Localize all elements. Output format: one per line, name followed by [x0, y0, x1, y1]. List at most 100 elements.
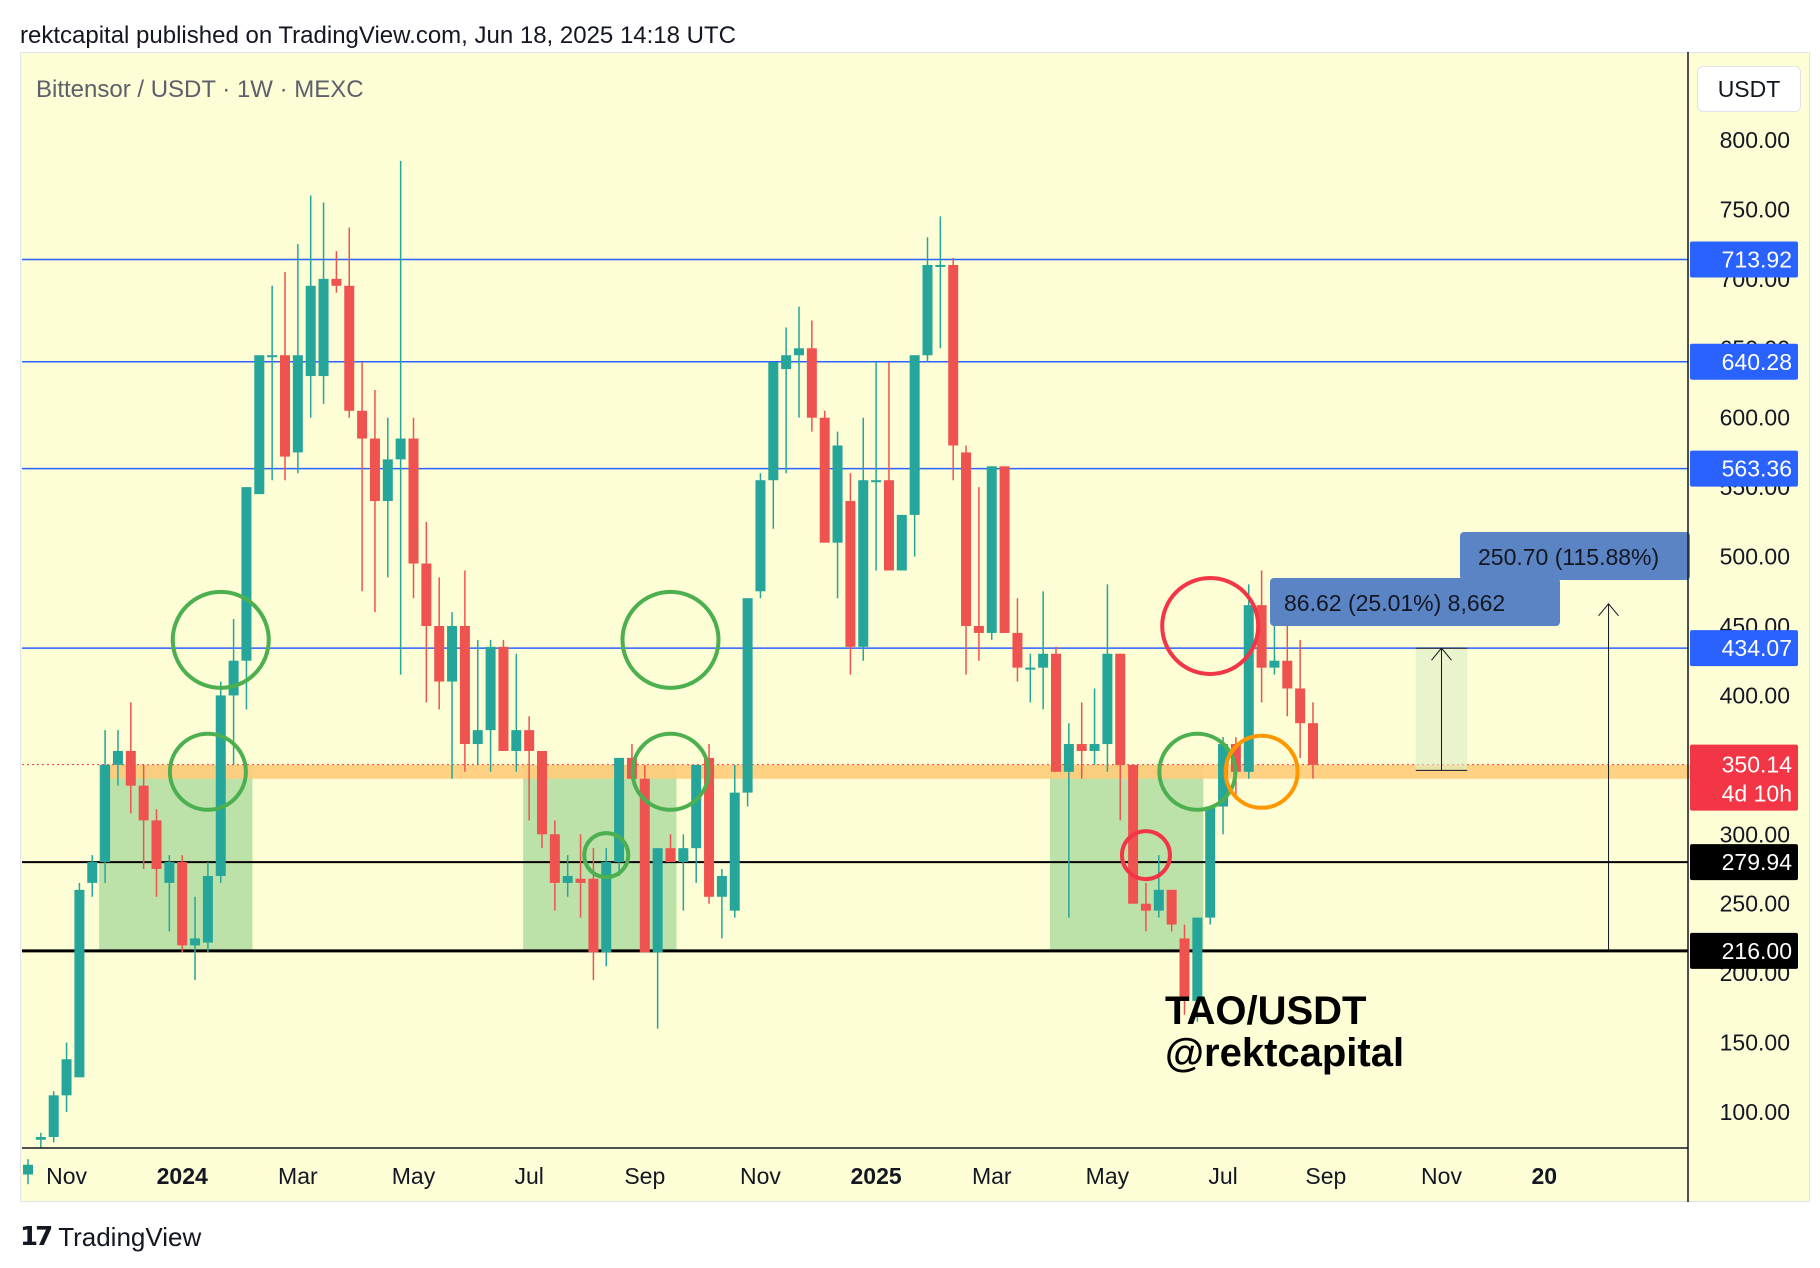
candle-body[interactable]: [267, 355, 278, 358]
candle-body[interactable]: [459, 626, 470, 745]
candle-body[interactable]: [190, 938, 201, 946]
candle-body[interactable]: [1153, 889, 1164, 911]
candle-body[interactable]: [202, 875, 213, 943]
currency-badge[interactable]: USDT: [1697, 66, 1801, 112]
candle-body[interactable]: [1076, 744, 1087, 751]
candle-body[interactable]: [1179, 938, 1190, 1001]
candle-body[interactable]: [691, 764, 702, 849]
level-tag-1[interactable]: [1690, 343, 1798, 380]
candle-body[interactable]: [742, 598, 753, 793]
candle-body[interactable]: [768, 362, 779, 481]
candle-body[interactable]: [35, 1136, 46, 1140]
candle-body[interactable]: [678, 848, 689, 863]
candle-body[interactable]: [215, 695, 226, 876]
candle-body[interactable]: [883, 480, 894, 571]
candle-body[interactable]: [254, 355, 265, 495]
candle-body[interactable]: [909, 355, 920, 515]
candle-body[interactable]: [125, 750, 136, 786]
candle-body[interactable]: [1282, 660, 1293, 689]
candle-body[interactable]: [1166, 889, 1177, 925]
measure-label-box-0[interactable]: [1270, 578, 1560, 626]
last-price-tag[interactable]: [1690, 744, 1798, 811]
candle-body[interactable]: [935, 264, 946, 267]
candle-body[interactable]: [100, 764, 111, 863]
candle-body[interactable]: [1230, 744, 1241, 772]
candle-body[interactable]: [408, 438, 419, 564]
candle-body[interactable]: [1269, 660, 1280, 668]
candle-body[interactable]: [716, 875, 727, 897]
candle-body[interactable]: [948, 264, 959, 446]
candle-body[interactable]: [1256, 605, 1267, 668]
candle-body[interactable]: [999, 466, 1010, 633]
candle-body[interactable]: [704, 757, 715, 897]
candle-body[interactable]: [1140, 903, 1151, 911]
candle-body[interactable]: [1192, 917, 1203, 1001]
candle-body[interactable]: [537, 750, 547, 835]
candle-body[interactable]: [986, 466, 997, 633]
candle-body[interactable]: [614, 757, 625, 863]
candle-body[interactable]: [1102, 653, 1113, 745]
candle-body[interactable]: [485, 646, 496, 731]
candle-body[interactable]: [1089, 744, 1100, 751]
candle-body[interactable]: [241, 487, 252, 661]
candle-body[interactable]: [61, 1059, 72, 1096]
candle-body[interactable]: [23, 1164, 33, 1175]
candle-body[interactable]: [819, 417, 830, 543]
candle-body[interactable]: [922, 264, 933, 356]
candle-body[interactable]: [845, 501, 856, 647]
candle-body[interactable]: [806, 348, 817, 418]
candle-body[interactable]: [280, 355, 290, 457]
candle-body[interactable]: [729, 792, 740, 911]
candle-body[interactable]: [1295, 688, 1306, 724]
candle-body[interactable]: [575, 878, 586, 883]
candle-body[interactable]: [228, 660, 239, 696]
candle-body[interactable]: [832, 445, 843, 543]
candle-body[interactable]: [601, 862, 612, 953]
candle-body[interactable]: [755, 480, 766, 592]
candle-body[interactable]: [1038, 653, 1049, 668]
candle-body[interactable]: [87, 862, 98, 883]
candle-body[interactable]: [588, 878, 599, 953]
candle-body[interactable]: [639, 778, 650, 953]
level-tag-0[interactable]: [1690, 241, 1798, 278]
candle-body[interactable]: [357, 410, 368, 439]
candle-body[interactable]: [74, 889, 85, 1078]
candle-body[interactable]: [665, 848, 676, 863]
candle-body[interactable]: [331, 278, 342, 286]
candle-body[interactable]: [871, 480, 882, 483]
tradingview-logo[interactable]: 17 TradingView: [20, 1222, 201, 1253]
candle-body[interactable]: [1051, 653, 1061, 772]
candle-body[interactable]: [434, 626, 445, 682]
candle-body[interactable]: [973, 626, 984, 633]
candle-body[interactable]: [382, 459, 393, 502]
candle-body[interactable]: [1063, 744, 1074, 772]
candle-body[interactable]: [369, 438, 380, 502]
candle-body[interactable]: [1243, 605, 1254, 772]
candle-body[interactable]: [858, 480, 869, 647]
candle-body[interactable]: [177, 862, 188, 946]
candle-body[interactable]: [318, 278, 329, 377]
candle-body[interactable]: [562, 875, 573, 883]
symbol-title[interactable]: Bittensor / USDT · 1W · MEXC: [36, 76, 364, 103]
candle-body[interactable]: [112, 750, 123, 765]
candle-body[interactable]: [151, 820, 162, 869]
candle-body[interactable]: [896, 514, 907, 571]
candle-body[interactable]: [961, 452, 972, 626]
candle-body[interactable]: [781, 355, 792, 370]
candle-body[interactable]: [447, 626, 458, 682]
candle-body[interactable]: [652, 848, 663, 953]
level-tag-3[interactable]: [1690, 630, 1798, 667]
candle-body[interactable]: [511, 730, 522, 751]
level-tag-2[interactable]: [1690, 450, 1798, 487]
candle-body[interactable]: [1115, 653, 1126, 765]
candle-body[interactable]: [1205, 806, 1216, 918]
candle-body[interactable]: [138, 785, 149, 821]
chart-panel[interactable]: [20, 52, 1810, 1202]
candle-body[interactable]: [524, 730, 535, 751]
candle-body[interactable]: [1218, 744, 1229, 807]
candle-body[interactable]: [1012, 632, 1023, 668]
candle-body[interactable]: [305, 285, 316, 377]
candle-body[interactable]: [549, 834, 560, 883]
candle-body[interactable]: [48, 1095, 59, 1137]
